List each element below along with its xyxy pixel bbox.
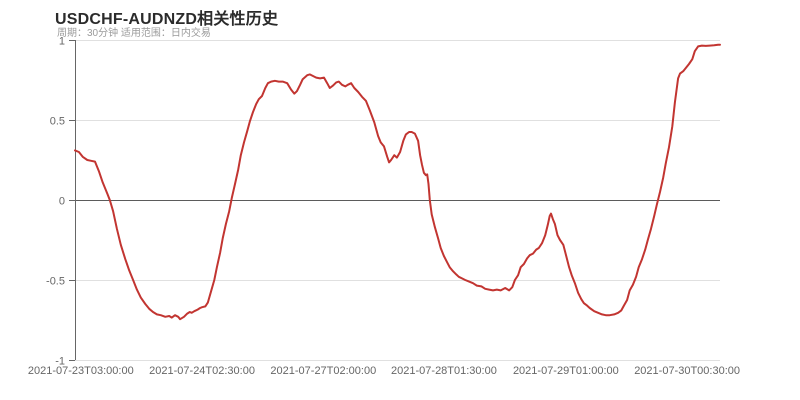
y-axis-label: -1: [55, 356, 65, 368]
y-axis-label: -0.5: [46, 276, 65, 288]
y-axis-label: 0: [59, 196, 65, 208]
x-axis-label: 2021-07-28T01:30:00: [391, 365, 497, 377]
x-axis-label: 2021-07-27T02:00:00: [270, 365, 376, 377]
x-axis-label: 2021-07-29T01:00:00: [513, 365, 619, 377]
x-axis-label: 2021-07-30T00:30:00: [634, 365, 740, 377]
y-axis-label: 1: [59, 36, 65, 48]
x-axis-label: 2021-07-23T03:00:00: [28, 365, 134, 377]
chart-subtitle: 周期：30分钟 适用范围：日内交易: [57, 28, 211, 39]
x-axis-label: 2021-07-24T02:30:00: [149, 365, 255, 377]
series-line: [74, 43, 721, 321]
chart-title: USDCHF-AUDNZD相关性历史: [55, 11, 279, 28]
y-axis-label: 0.5: [50, 116, 65, 128]
